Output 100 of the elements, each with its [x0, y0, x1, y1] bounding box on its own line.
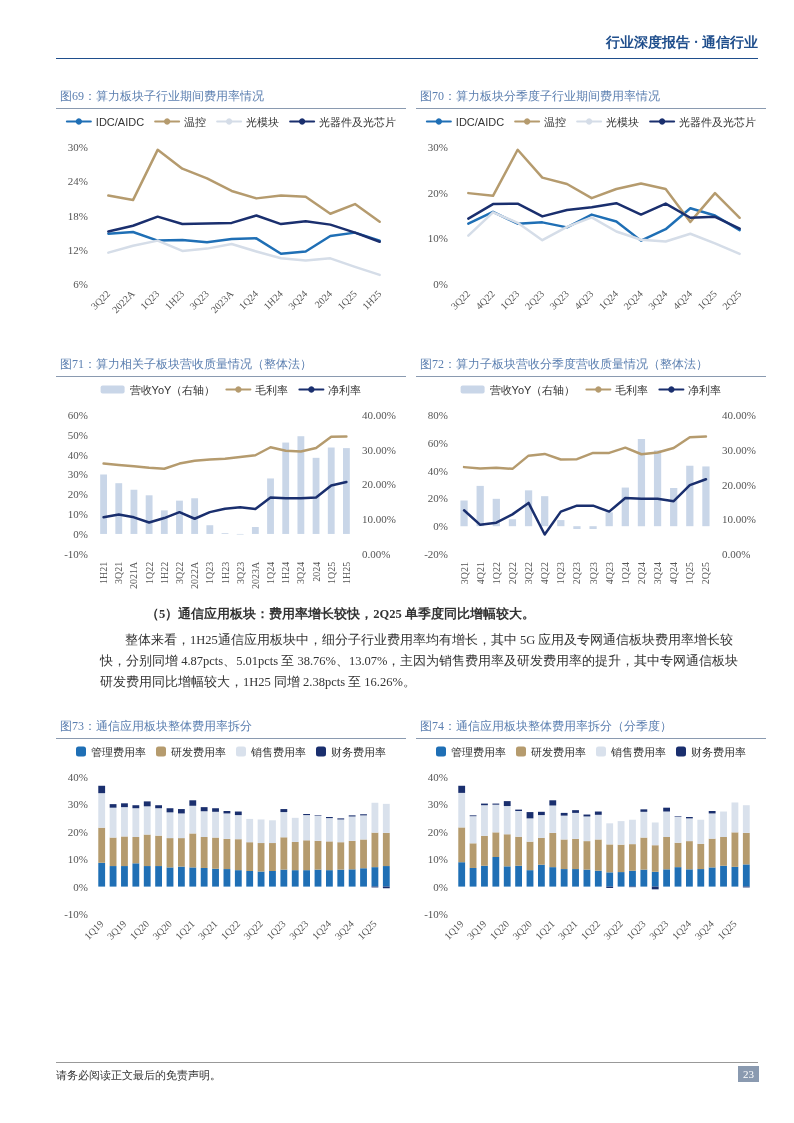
bar — [720, 811, 727, 838]
bar — [234, 870, 242, 887]
legend-label: 毛利率 — [255, 383, 289, 396]
y-tick-label: 60% — [67, 409, 88, 421]
bar — [280, 869, 288, 887]
bar — [269, 843, 276, 871]
bar — [189, 805, 197, 834]
y-tick-label: 6% — [73, 278, 88, 290]
x-tick-label: 3Q23 — [234, 561, 246, 585]
chart-title: 图74：通信应用板块整体费用率拆分（分季度） — [416, 718, 766, 739]
line-series — [467, 148, 741, 224]
legend-label: 营收YoY（右轴） — [489, 383, 576, 396]
y2-tick-label: 0.00% — [362, 547, 391, 560]
x-tick-label: 1Q23 — [204, 561, 216, 585]
bar — [269, 820, 276, 844]
bar — [560, 839, 568, 870]
bar — [280, 812, 288, 838]
bar — [460, 500, 468, 527]
bar — [526, 870, 534, 887]
legend-label: 财务费用率 — [691, 745, 746, 758]
x-tick-label: 3Q21 — [458, 562, 470, 585]
legend-label: 营收YoY（右轴） — [129, 383, 216, 396]
x-tick-label: 3Q24 — [295, 561, 307, 585]
y-tick-label: 0% — [73, 880, 88, 893]
chart-title: 图73：通信应用板块整体费用率拆分 — [56, 718, 406, 739]
x-tick-label: 2023A — [249, 561, 261, 590]
bar — [640, 811, 648, 838]
y-tick-label: 20% — [67, 825, 88, 838]
legend-label: 财务费用率 — [331, 745, 386, 758]
y-tick-label: 24% — [67, 175, 88, 188]
y2-tick-label: 30.00% — [362, 443, 396, 456]
bar — [651, 845, 659, 872]
bar — [280, 809, 288, 813]
y2-tick-label: 30.00% — [722, 443, 756, 456]
bar — [155, 808, 163, 836]
legend-label: 光器件及光芯片 — [319, 115, 397, 128]
bar — [200, 837, 208, 868]
line-series — [107, 148, 381, 224]
y2-tick-label: 20.00% — [362, 478, 396, 491]
bar — [742, 805, 750, 833]
legend-label: 光模块 — [606, 115, 640, 128]
y-tick-label: 40% — [67, 771, 88, 783]
bar — [132, 808, 140, 838]
bar — [720, 837, 727, 866]
bar — [200, 807, 208, 812]
bar — [343, 448, 350, 534]
bar — [337, 869, 345, 887]
bar — [537, 864, 545, 887]
bar — [348, 840, 356, 870]
bar — [537, 811, 545, 816]
bar — [177, 809, 185, 814]
bar — [325, 841, 333, 871]
bar — [303, 840, 311, 871]
y-tick-label: 12% — [67, 243, 88, 256]
bar — [572, 869, 579, 887]
x-tick-label: 1Q22 — [143, 561, 155, 585]
legend-label: 管理费用率 — [91, 745, 146, 758]
bar — [291, 841, 299, 871]
bar — [223, 869, 231, 887]
bar — [458, 792, 466, 828]
x-tick-label: 1H25 — [340, 561, 352, 585]
y-tick-label: -10% — [424, 908, 448, 920]
bar — [212, 868, 219, 887]
bar — [594, 814, 602, 840]
y-tick-label: 30% — [427, 141, 448, 153]
bar — [549, 867, 557, 887]
bar — [573, 526, 581, 529]
bar — [166, 867, 174, 887]
x-tick-label: 4Q22 — [539, 562, 551, 585]
y2-tick-label: 10.00% — [722, 513, 756, 526]
x-tick-label: 3Q24 — [652, 562, 664, 585]
x-tick-label: 2Q25 — [700, 562, 712, 585]
chart-title: 图72：算力子板块营收分季度营收质量情况（整体法） — [416, 356, 766, 377]
bar — [382, 866, 390, 887]
y-tick-label: 40% — [427, 771, 448, 783]
bar — [742, 832, 750, 865]
y-tick-label: 30% — [67, 798, 88, 811]
bar — [121, 866, 128, 887]
bar — [629, 819, 636, 845]
bar — [360, 839, 367, 869]
bar — [708, 813, 716, 839]
bar — [121, 807, 128, 837]
bar — [234, 839, 242, 871]
bar — [282, 442, 290, 534]
y-tick-label: -10% — [64, 908, 88, 920]
legend-label: 净利率 — [688, 383, 722, 396]
bar — [458, 862, 466, 887]
line-series — [102, 480, 348, 524]
bar — [537, 815, 545, 838]
bar — [492, 832, 500, 858]
y-tick-label: 20% — [427, 492, 448, 505]
bar — [708, 838, 716, 868]
bar — [246, 870, 254, 887]
text: 行业深度报告 · 通信行业 — [606, 34, 758, 52]
bar — [492, 857, 500, 887]
bar — [503, 866, 511, 887]
chart-title: 图69：算力板块子行业期间费用率情况 — [56, 88, 406, 109]
x-tick-label: 1Q22 — [490, 562, 502, 585]
line-series — [102, 435, 348, 471]
bar — [109, 804, 117, 808]
